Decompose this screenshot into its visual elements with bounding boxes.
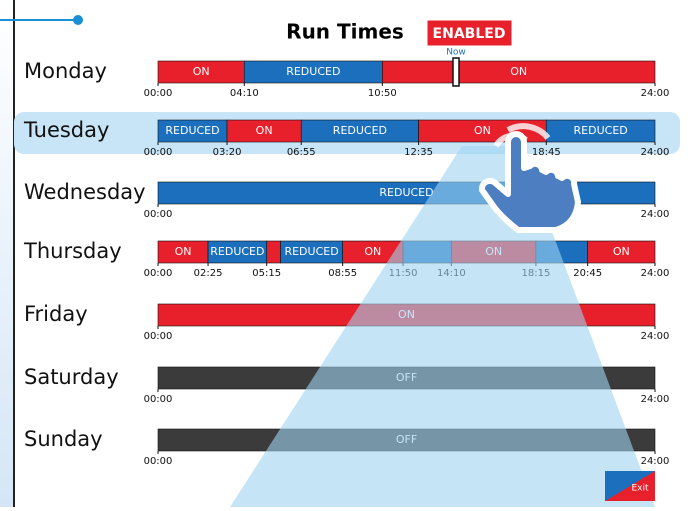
segment-label: ON	[364, 245, 381, 258]
segment-label: REDUCED	[284, 245, 338, 258]
day-name: Friday	[24, 302, 88, 326]
time-label: 00:00	[144, 456, 173, 467]
segment	[545, 119, 656, 143]
time-label: 24:00	[641, 331, 670, 342]
exit-label[interactable]: Exit	[631, 484, 649, 494]
pointer-dot	[73, 15, 83, 25]
segment-label: ON	[474, 124, 491, 137]
day-name: Sunday	[24, 427, 103, 451]
time-label: 03:20	[213, 147, 242, 158]
segment-label: REDUCED	[379, 186, 433, 199]
time-label: 00:00	[144, 88, 173, 99]
segment-label: ON	[175, 245, 192, 258]
time-label: 24:00	[641, 209, 670, 220]
time-label: 20:45	[573, 268, 602, 279]
status-badge	[426, 19, 513, 47]
time-label: 04:10	[230, 88, 259, 99]
status: ENABLED	[433, 26, 506, 42]
segment-label: REDUCED	[286, 65, 340, 78]
day-name: Thursday	[23, 239, 122, 263]
time-label: 24:00	[641, 88, 670, 99]
time-label: 00:00	[144, 209, 173, 220]
now-marker	[452, 57, 460, 87]
time-label: 12:35	[404, 147, 433, 158]
segment-label: REDUCED	[165, 124, 219, 137]
time-label: 18:45	[532, 147, 561, 158]
segment-label: ON	[256, 124, 273, 137]
day-name: Monday	[24, 59, 107, 83]
time-label: 00:00	[144, 331, 173, 342]
day-name: Tuesday	[23, 118, 109, 142]
time-label: 02:25	[194, 268, 223, 279]
segment-label: ON	[510, 65, 527, 78]
title: Run Times	[286, 20, 404, 44]
day-name: Saturday	[24, 365, 119, 389]
time-label: 00:00	[144, 394, 173, 405]
segment-label: ON	[193, 65, 210, 78]
segment	[587, 240, 656, 264]
day-name: Wednesday	[24, 180, 146, 204]
projection	[230, 146, 655, 507]
time-label: 06:55	[287, 147, 316, 158]
segment-label: ON	[613, 245, 630, 258]
now-label: Now	[446, 48, 466, 58]
hand-icon	[478, 123, 581, 233]
segment-label: REDUCED	[210, 245, 264, 258]
time-label: 10:50	[368, 88, 397, 99]
time-label: 24:00	[641, 456, 670, 467]
segment	[266, 240, 281, 264]
time-label: 00:00	[144, 268, 173, 279]
time-label: 05:15	[252, 268, 281, 279]
segment	[382, 60, 656, 84]
segment-label: REDUCED	[574, 124, 628, 137]
exit-button[interactable]	[605, 471, 655, 501]
segment-label: REDUCED	[333, 124, 387, 137]
time-label: 24:00	[641, 147, 670, 158]
time-label: 08:55	[328, 268, 357, 279]
time-label: 00:00	[144, 147, 173, 158]
time-label: 24:00	[641, 268, 670, 279]
time-label: 24:00	[641, 394, 670, 405]
